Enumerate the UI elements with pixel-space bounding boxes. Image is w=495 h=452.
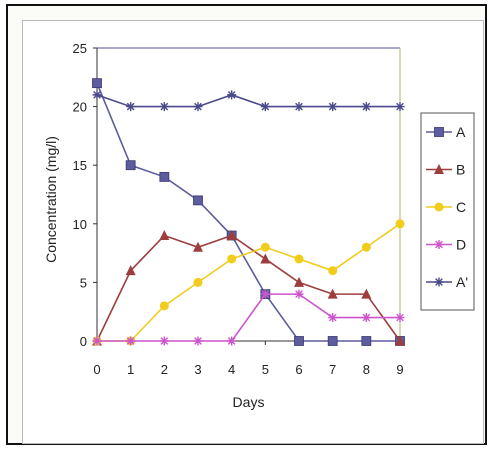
y-tick-label: 10 [73, 217, 87, 232]
series-2 [92, 230, 405, 346]
data-point [227, 90, 237, 100]
data-point [395, 335, 405, 346]
data-point [395, 219, 405, 229]
data-point [361, 242, 371, 252]
x-tick-label: 7 [329, 362, 336, 377]
legend-box [420, 112, 475, 311]
data-point [328, 102, 338, 112]
data-point [92, 336, 102, 346]
series-line [96, 94, 400, 108]
y-tick-label: 0 [80, 334, 87, 349]
data-point [125, 265, 136, 276]
y-tick-label: 20 [73, 100, 87, 115]
chart-inner-border [22, 20, 484, 444]
y-tick-label: 15 [73, 158, 87, 173]
data-point [227, 254, 237, 264]
x-tick-label: 9 [396, 362, 403, 377]
chart-frame [6, 4, 487, 445]
legend-label: C [456, 199, 466, 215]
series-line [96, 234, 401, 342]
data-point [159, 172, 170, 182]
data-point [92, 78, 102, 89]
data-point [159, 102, 169, 112]
data-point [294, 276, 304, 287]
data-point [294, 254, 304, 264]
legend-swatch-marker [434, 164, 444, 174]
legend-swatch-marker [434, 240, 444, 249]
legend-label: A' [456, 274, 468, 290]
x-tick-label: 4 [228, 362, 235, 377]
x-tick-label: 0 [93, 362, 100, 377]
data-point [125, 160, 136, 171]
data-point [193, 102, 203, 112]
data-point [294, 289, 304, 299]
data-point [260, 289, 270, 299]
data-point [159, 301, 169, 311]
legend-label: D [456, 237, 466, 253]
x-tick-label: 8 [363, 362, 370, 377]
data-point [193, 336, 203, 346]
series-5 [92, 90, 405, 112]
legend-swatch-marker [434, 127, 444, 137]
legend-label: A [456, 124, 466, 140]
data-point [193, 195, 203, 206]
data-point [395, 102, 405, 112]
x-tick-label: 1 [127, 362, 134, 377]
legend-swatch-marker [434, 202, 444, 212]
data-point [126, 336, 136, 346]
series-4 [92, 289, 405, 346]
data-point [260, 102, 270, 112]
y-axis-title: Concentration (mg/l) [43, 136, 59, 263]
data-point [361, 313, 371, 323]
data-point [361, 336, 372, 346]
data-point [193, 241, 203, 252]
x-tick-label: 3 [194, 362, 201, 377]
series-3 [92, 219, 405, 346]
legend: A B C D A' [420, 112, 475, 311]
y-tick-label: 5 [80, 275, 87, 290]
data-point [260, 253, 271, 264]
data-point [328, 313, 338, 323]
data-point [226, 230, 237, 241]
data-point [126, 102, 136, 112]
data-point [327, 336, 338, 346]
data-point [361, 102, 371, 112]
series-1 [92, 78, 405, 346]
data-point [327, 288, 338, 299]
series-line [97, 223, 401, 342]
data-point [227, 336, 237, 346]
legend-label: B [456, 162, 465, 178]
data-point [361, 288, 372, 299]
data-point [159, 230, 170, 241]
data-point [395, 313, 405, 323]
data-point [294, 336, 304, 346]
x-tick-label: 2 [161, 362, 168, 377]
series-line [96, 82, 400, 342]
data-point [92, 90, 102, 100]
legend-item: D [426, 237, 466, 253]
x-tick-label: 5 [262, 362, 269, 377]
data-point [159, 336, 169, 346]
series-line [97, 293, 400, 342]
data-point [193, 277, 203, 287]
data-point [294, 102, 304, 112]
x-tick-label: 6 [295, 362, 302, 377]
legend-swatch-marker [434, 277, 444, 287]
data-point [260, 242, 270, 252]
legend-item: C [426, 199, 466, 215]
data-point [328, 266, 338, 276]
legend-item: B [426, 162, 465, 178]
legend-item: A' [426, 274, 468, 290]
legend-item: A [426, 124, 466, 140]
y-tick-label: 25 [73, 41, 87, 56]
x-axis-title: Days [233, 394, 265, 410]
